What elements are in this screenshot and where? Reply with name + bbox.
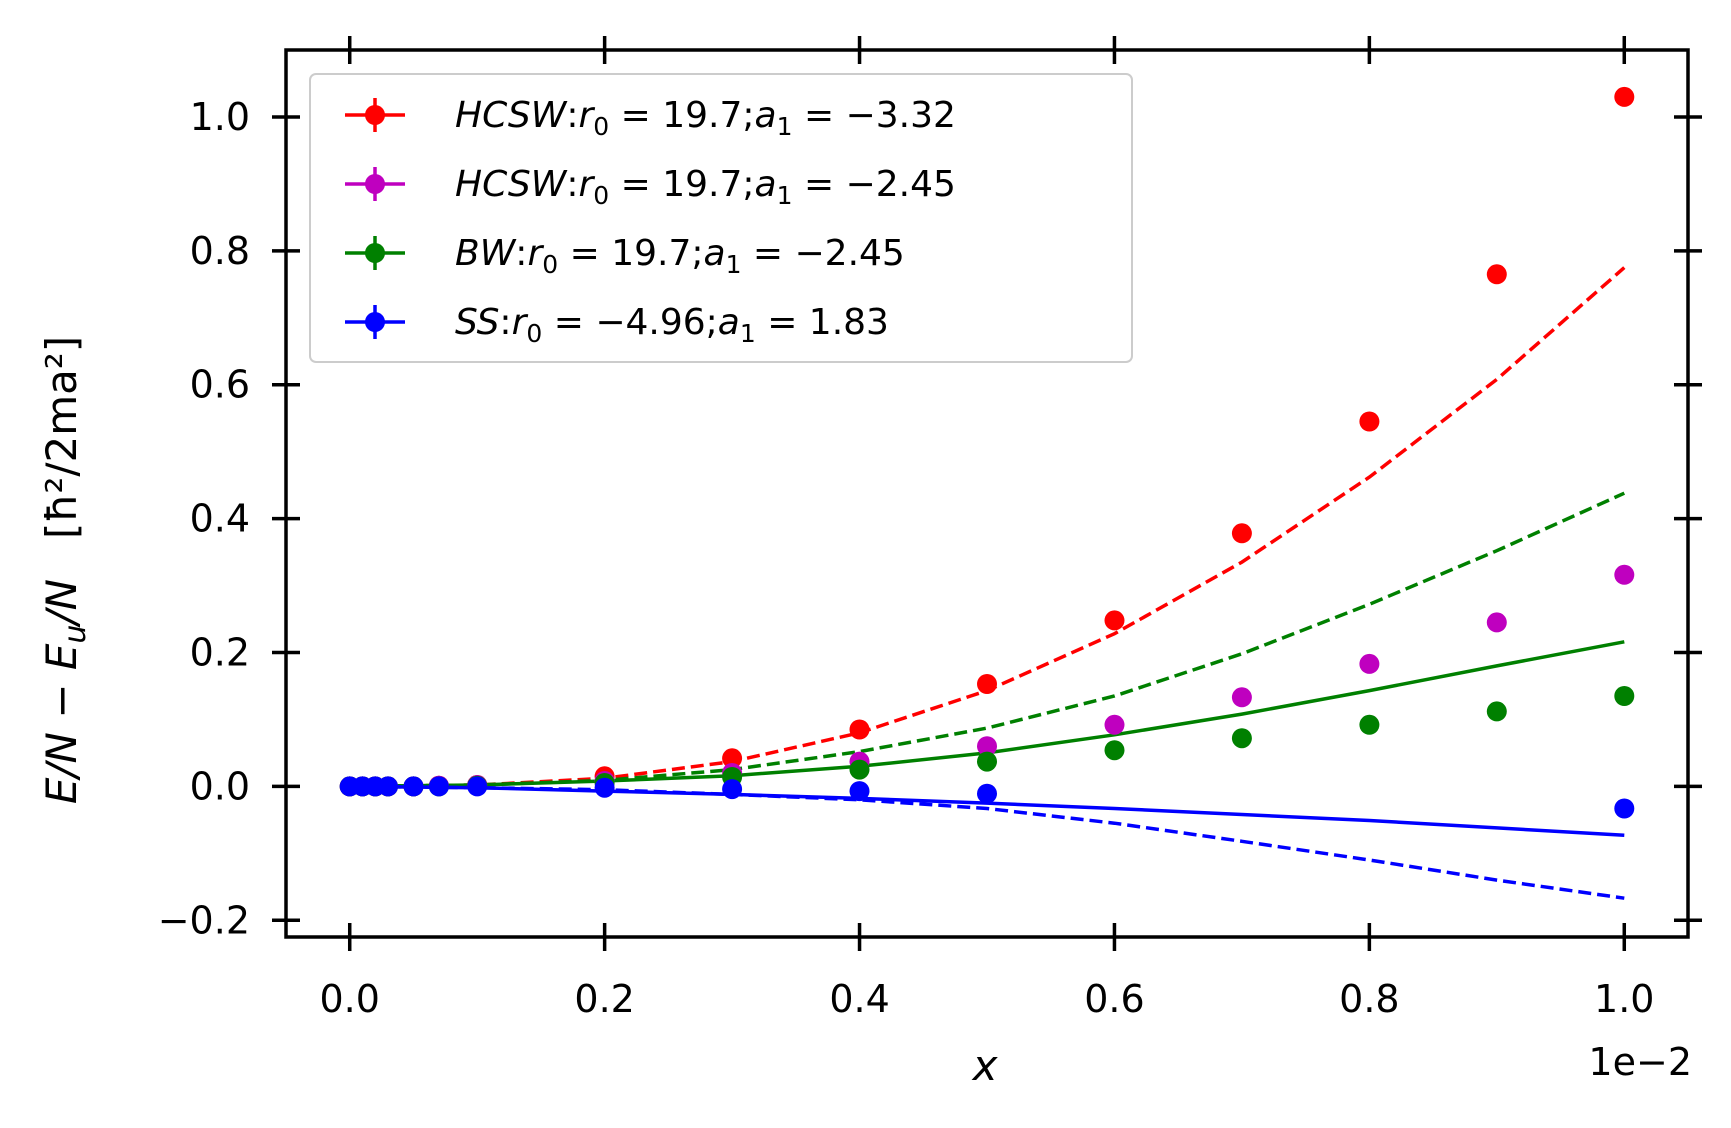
legend-label-part: = 19.7; [609, 95, 754, 136]
data-point-s1-9 [849, 719, 870, 740]
legend-label-part: = 1.83 [756, 302, 889, 343]
data-point-s1-11 [1104, 610, 1125, 631]
legend-label-part: = −2.45 [793, 164, 956, 205]
legend-label-part: = −4.96; [542, 302, 718, 343]
legend-marker-dot [365, 243, 385, 263]
data-point-s4-3 [378, 776, 398, 797]
y-tick-label: 0.4 [190, 497, 250, 541]
data-point-s4-6 [467, 776, 488, 797]
data-point-s2-12 [1231, 687, 1252, 708]
x-tick-label: 1.0 [1594, 977, 1654, 1021]
legend-label-part: 1 [777, 112, 793, 141]
data-point-s1-8 [722, 748, 743, 769]
x-axis-label: x [971, 1041, 999, 1090]
legend-label-part: a [718, 302, 740, 343]
legend-label-part: r [578, 95, 595, 136]
legend-label-part: = −3.32 [793, 95, 956, 136]
legend-label-part: : [499, 302, 511, 343]
legend-label-part: 0 [593, 181, 609, 210]
legend-label-part: r [527, 233, 544, 274]
y-tick-label: −0.2 [158, 898, 250, 942]
legend-marker-dot [365, 174, 385, 194]
legend-label-1: HCSW:r0 = 19.7;a1 = −3.32 [455, 95, 956, 141]
x-tick-label: 0.2 [574, 977, 634, 1021]
data-point-s2-15 [1614, 564, 1635, 585]
y-tick-label: 0.8 [190, 229, 250, 273]
data-point-s3-15 [1614, 686, 1635, 706]
data-point-s4-10 [977, 783, 997, 804]
data-point-s1-10 [977, 674, 997, 694]
data-point-s2-14 [1486, 612, 1507, 633]
x-tick-label: 0.8 [1339, 977, 1399, 1021]
data-point-s3-14 [1486, 701, 1507, 722]
y-tick-label: 0.6 [190, 363, 250, 407]
data-point-s4-8 [722, 779, 743, 800]
legend-label-3: BW:r0 = 19.7;a1 = −2.45 [455, 233, 905, 279]
data-point-s2-13 [1359, 653, 1380, 674]
legend-label-part: SS [455, 302, 499, 343]
data-point-s3-13 [1359, 714, 1380, 735]
data-point-s2-10 [977, 736, 997, 757]
data-point-s1-14 [1486, 264, 1507, 285]
legend-label-2: HCSW:r0 = 19.7;a1 = −2.45 [455, 164, 956, 210]
legend-label-part: 1 [740, 319, 756, 348]
fit-curve-5 [349, 784, 1625, 900]
x-tick-label: 0.0 [320, 977, 380, 1021]
legend-marker-dot [365, 105, 385, 125]
x-axis-multiplier: 1e−2 [1588, 1040, 1692, 1084]
data-point-s4-9 [849, 781, 870, 802]
legend-marker-dot [365, 312, 385, 332]
y-axis-label-tail: /N [37, 579, 86, 629]
y-axis-label-main: E/N − E [37, 643, 86, 804]
y-tick-label: 0.2 [190, 630, 250, 674]
data-point-s3-12 [1231, 728, 1252, 749]
legend-label-part: 1 [777, 181, 793, 210]
data-point-s3-11 [1104, 740, 1125, 761]
y-axis-units: [ħ²/2ma²] [37, 336, 86, 539]
data-points [339, 86, 1635, 819]
data-point-s3-9 [849, 759, 870, 780]
legend-label-part: 0 [542, 250, 558, 279]
legend-label-part: = −2.45 [741, 233, 904, 274]
y-axis-label-sub: u [58, 625, 93, 644]
data-point-s4-11 [1614, 798, 1635, 819]
legend-label-part: r [578, 164, 595, 205]
legend-label-part: a [755, 164, 777, 205]
legend-label-part: HCSW [455, 164, 568, 205]
legend-label-part: r [512, 302, 529, 343]
data-point-s3-10 [977, 751, 997, 772]
legend-label-4: SS:r0 = −4.96;a1 = 1.83 [455, 302, 889, 348]
legend-label-part: BW [455, 233, 517, 274]
plot-frame [284, 48, 1690, 939]
legend-label-part: a [704, 233, 726, 274]
legend-label-part: : [566, 95, 578, 136]
x-tick-label: 0.4 [829, 977, 889, 1021]
data-point-s2-11 [1104, 714, 1125, 735]
legend-label-part: HCSW [455, 95, 568, 136]
data-point-s1-15 [1614, 86, 1635, 107]
legend-box [309, 73, 1133, 363]
legend-label-part: : [566, 164, 578, 205]
y-axis-label: E/N − Eu/N [ħ²/2ma²] [37, 336, 93, 804]
data-point-s4-7 [594, 777, 615, 798]
legend-label-part: : [515, 233, 527, 274]
x-tick-label: 0.6 [1084, 977, 1144, 1021]
data-point-s4-5 [428, 776, 449, 797]
legend-label-part: 0 [526, 319, 542, 348]
y-tick-label: 0.0 [190, 764, 250, 808]
legend-label-part: 1 [726, 250, 742, 279]
y-tick-label: 1.0 [190, 95, 250, 139]
axis-ticks: 0.0 0.2 0.4 0.6 0.8 1.0 −0.2 0.0 0.2 0.4 0.6 0.8 1.0 [158, 36, 1702, 1021]
data-point-s1-12 [1231, 523, 1252, 544]
data-point-s1-13 [1359, 411, 1380, 432]
legend-label-part: a [755, 95, 777, 136]
data-point-s4-4 [403, 776, 424, 797]
legend-label-part: 0 [593, 112, 609, 141]
legend-label-part: = 19.7; [609, 164, 754, 205]
legend-label-part: = 19.7; [558, 233, 703, 274]
